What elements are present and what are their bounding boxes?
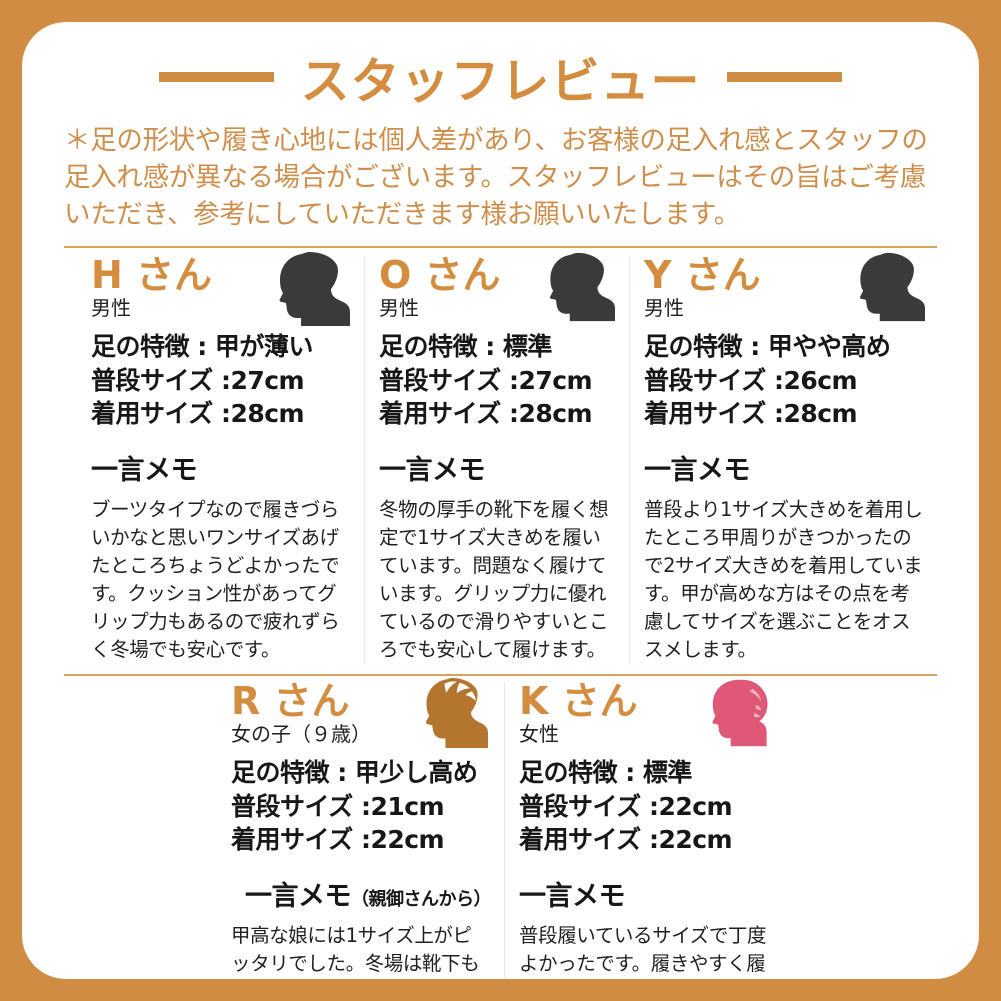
worn-size: 着用サイズ :28cm <box>644 399 858 429</box>
worn-size: 着用サイズ :22cm <box>519 825 733 855</box>
reviewer-header: R さん 女の子（９歳） <box>231 678 490 749</box>
foot-feature: 足の特徴 : 甲少し高め <box>231 758 478 788</box>
review-card-y: Y さん 男性 足の特徴 : 甲やや高め 普段サイズ :26cm 着用サイズ :… <box>629 253 939 665</box>
memo-heading: 一言メモ <box>519 880 626 912</box>
worn-size: 着用サイズ :22cm <box>231 825 445 855</box>
usual-size: 普段サイズ :27cm <box>91 365 305 395</box>
reviewer-gender: 男性 <box>379 296 419 321</box>
reviewer-header: K さん 女性 <box>519 679 772 747</box>
usual-size: 普段サイズ :21cm <box>231 791 445 821</box>
foot-feature: 足の特徴 : 標準 <box>379 332 552 362</box>
reviewer-header: O さん 男性 <box>379 253 615 322</box>
child-silhouette-icon <box>416 678 490 753</box>
memo-heading: 一言メモ <box>644 454 751 486</box>
page-title: スタッフレビュー <box>300 52 701 110</box>
review-card-k: K さん 女性 足の特徴 : 標準 普段サイズ :22cm 着用サイズ :22c… <box>504 679 786 979</box>
review-card-o: O さん 男性 足の特徴 : 標準 普段サイズ :27cm 着用サイズ :28c… <box>364 253 629 665</box>
review-card-h: H さん 男性 足の特徴 : 甲が薄い 普段サイズ :27cm 着用サイズ :2… <box>77 252 364 664</box>
reviewer-header: Y さん 男性 <box>644 253 925 322</box>
title-dash-left-icon <box>159 72 275 82</box>
memo-heading-row: 一言メモ（親御さんから） <box>231 874 492 913</box>
title-dash-right-icon <box>726 72 842 82</box>
memo-text: 甲高な娘には1サイズ上がピッタリでした。冬場は靴下も厚めのを着用しているので、丁… <box>231 923 480 975</box>
reviewer-gender: 女の子（９歳） <box>231 722 371 747</box>
memo-text: 普段履いているサイズで丁度よかったです。履きやすく履き心地もとても良いです。 <box>519 923 767 975</box>
divider-middle <box>64 674 937 677</box>
memo-heading: 一言メモ <box>91 454 198 486</box>
reviewer-name: O さん <box>379 253 501 298</box>
foot-feature: 足の特徴 : 甲やや高め <box>644 332 891 362</box>
usual-size: 普段サイズ :26cm <box>644 365 858 395</box>
memo-heading-note: （親御さんから） <box>351 888 492 910</box>
reviewer-gender: 男性 <box>644 296 684 321</box>
worn-size: 着用サイズ :28cm <box>91 399 305 429</box>
usual-size: 普段サイズ :27cm <box>379 365 593 395</box>
memo-text: ブーツタイプなので履きづらいかなと思いワンサイズあげたところちょうどよかったです… <box>91 497 340 662</box>
foot-feature: 足の特徴 : 甲が薄い <box>91 332 313 362</box>
review-card-r: R さん 女の子（９歳） 足の特徴 : 甲少し高め 普段サイズ :21cm 着用… <box>217 678 504 979</box>
male-silhouette-icon <box>272 252 350 331</box>
memo-text: 普段より1サイズ大きめを着用したところ甲周りがきつかったので2サイズ大きめを着用… <box>644 497 923 662</box>
title-row: スタッフレビュー <box>64 40 937 114</box>
memo-heading: 一言メモ <box>379 454 486 486</box>
reviews-row-bottom: R さん 女の子（９歳） 足の特徴 : 甲少し高め 普段サイズ :21cm 着用… <box>22 678 979 979</box>
reviewer-gender: 男性 <box>91 296 131 321</box>
reviewer-gender: 女性 <box>519 722 559 747</box>
worn-size: 着用サイズ :28cm <box>379 399 593 429</box>
reviewer-header: H さん 男性 <box>91 252 350 327</box>
male-silhouette-icon <box>853 252 925 327</box>
male-silhouette-icon <box>543 252 615 327</box>
reviewer-name: K さん <box>519 679 638 724</box>
female-silhouette-icon <box>702 678 772 753</box>
divider-top <box>64 246 937 249</box>
reviewer-name: R さん <box>231 679 350 724</box>
memo-text: 冬物の厚手の靴下を履く想定で1サイズ大きめを履いています。問題なく履けています。… <box>379 497 609 662</box>
usual-size: 普段サイズ :22cm <box>519 791 733 821</box>
reviewer-name: H さん <box>91 253 213 298</box>
reviewer-name: Y さん <box>644 253 761 298</box>
content-panel: スタッフレビュー ＊足の形状や履き心地には個人差があり、お客様の足入れ感とスタッ… <box>22 22 979 979</box>
foot-feature: 足の特徴 : 標準 <box>519 758 692 788</box>
reviews-row-top: H さん 男性 足の特徴 : 甲が薄い 普段サイズ :27cm 着用サイズ :2… <box>22 252 979 665</box>
memo-heading: 一言メモ <box>245 880 352 912</box>
disclaimer-text: ＊足の形状や履き心地には個人差があり、お客様の足入れ感とスタッフの足入れ感が異な… <box>64 125 928 231</box>
header: スタッフレビュー ＊足の形状や履き心地には個人差があり、お客様の足入れ感とスタッ… <box>22 22 979 249</box>
